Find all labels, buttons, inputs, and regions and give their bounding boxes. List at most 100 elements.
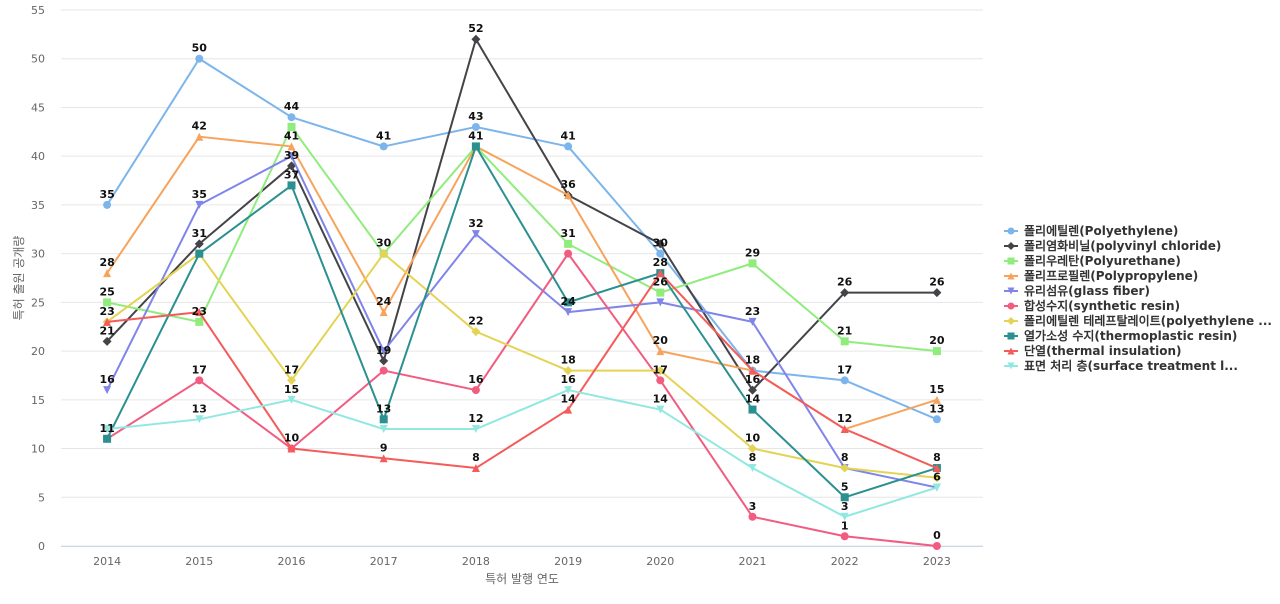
data-point[interactable] [932,395,941,404]
data-point[interactable] [287,122,296,131]
data-point[interactable] [471,230,480,239]
data-point[interactable] [932,473,942,483]
series-line[interactable] [106,155,938,489]
series-line[interactable] [106,125,938,353]
data-point[interactable] [195,54,204,63]
data-point[interactable] [748,444,757,454]
data-point[interactable] [840,512,849,521]
data-point[interactable] [195,308,204,317]
data-point[interactable] [195,249,204,258]
data-point[interactable] [932,347,941,356]
data-point[interactable] [287,152,296,161]
data-point[interactable] [103,425,112,434]
data-point[interactable] [564,142,573,151]
legend-item[interactable]: 표면 처리 층(surface treatment l... [1004,358,1238,373]
data-point[interactable] [932,464,941,473]
data-point[interactable] [194,239,204,249]
data-point[interactable] [103,434,112,443]
series-3[interactable] [103,132,941,434]
data-point[interactable] [840,463,850,473]
data-point[interactable] [471,386,480,395]
data-point[interactable] [471,142,480,151]
data-point[interactable] [103,269,112,278]
data-point[interactable] [287,181,296,190]
data-point[interactable] [379,356,389,366]
data-point[interactable] [102,336,112,346]
data-point[interactable] [103,200,112,209]
legend-item[interactable]: 폴리프로필렌(Polypropylene) [1004,268,1198,283]
data-point[interactable] [748,464,757,473]
data-point[interactable] [103,298,112,307]
data-point[interactable] [287,142,296,151]
data-point[interactable] [564,191,573,200]
data-point[interactable] [195,376,204,385]
data-point[interactable] [195,317,204,326]
series-9[interactable] [103,386,941,521]
data-point[interactable] [748,366,757,375]
data-point[interactable] [379,308,388,317]
data-point[interactable] [932,288,942,298]
data-point[interactable] [748,385,757,395]
legend-item[interactable]: 폴리우레탄(Polyurethane) [1004,253,1181,268]
series-line[interactable] [106,135,938,431]
series-line[interactable] [106,252,938,479]
data-point[interactable] [656,249,665,258]
data-point[interactable] [564,249,573,258]
legend[interactable]: 폴리에틸렌(Polyethylene)폴리염화비닐(polyvinyl chlo… [1004,223,1272,373]
legend-item[interactable]: 폴리염화비닐(polyvinyl chloride) [1004,238,1221,253]
data-point[interactable] [655,239,665,249]
data-point[interactable] [563,366,573,376]
data-point[interactable] [840,288,850,298]
series-line[interactable] [106,252,938,547]
data-point[interactable] [748,259,757,268]
data-point[interactable] [840,337,849,346]
data-point[interactable] [656,347,665,356]
data-point[interactable] [932,415,941,424]
data-point[interactable] [287,113,296,122]
data-point[interactable] [471,464,480,473]
series-0[interactable] [103,54,941,424]
legend-item[interactable]: 폴리에틸렌(Polyethylene) [1004,223,1178,238]
data-point[interactable] [656,269,665,278]
series-line[interactable] [106,389,938,518]
data-point[interactable] [103,386,112,395]
data-point[interactable] [656,298,665,307]
data-point[interactable] [656,405,665,414]
data-point[interactable] [379,366,388,375]
data-point[interactable] [932,483,941,492]
data-point[interactable] [840,493,849,502]
series-8[interactable] [103,269,941,473]
data-point[interactable] [564,308,573,317]
data-point[interactable] [195,415,204,424]
data-point[interactable] [471,122,480,131]
legend-item[interactable]: 합성수지(synthetic resin) [1004,298,1180,313]
data-point[interactable] [287,161,296,171]
data-point[interactable] [379,454,388,463]
data-point[interactable] [287,375,296,385]
data-point[interactable] [379,347,388,356]
series-6[interactable] [102,249,942,483]
data-point[interactable] [287,395,296,404]
legend-item[interactable]: 열가소성 수지(thermoplastic resin) [1004,328,1237,343]
data-point[interactable] [195,132,204,141]
data-point[interactable] [748,317,757,326]
series-1[interactable] [102,34,942,395]
data-point[interactable] [471,34,481,44]
data-point[interactable] [655,366,665,376]
data-point[interactable] [748,405,757,414]
data-point[interactable] [379,142,388,151]
series-line[interactable] [106,272,938,470]
data-point[interactable] [748,512,757,521]
legend-item[interactable]: 폴리에틸렌 테레프탈레이트(polyethylene ... [1004,313,1272,328]
data-point[interactable] [840,532,849,541]
data-point[interactable] [564,386,573,395]
series-line[interactable] [106,57,938,421]
legend-item[interactable]: 단열(thermal insulation) [1004,343,1181,358]
data-point[interactable] [471,425,480,434]
series-5[interactable] [103,249,941,550]
data-point[interactable] [195,200,204,209]
data-point[interactable] [564,239,573,248]
data-point[interactable] [656,288,665,297]
series-line[interactable] [106,38,938,392]
data-point[interactable] [287,444,296,453]
